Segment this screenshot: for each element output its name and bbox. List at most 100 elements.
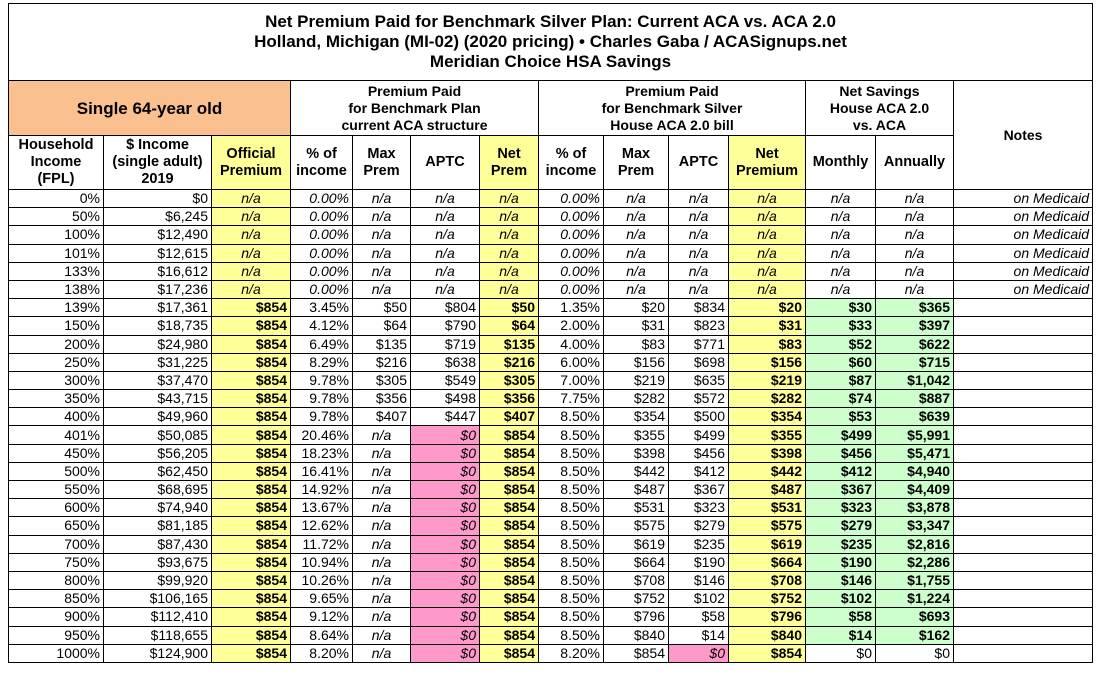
cell: $14 [805, 625, 876, 645]
cell: $854 [728, 643, 806, 663]
cell: 13.67% [290, 498, 353, 518]
cell: n/a [410, 279, 480, 300]
cell: $622 [875, 334, 954, 354]
cell: $0 [103, 188, 212, 209]
cell: $1,755 [875, 570, 954, 591]
cell: 0.00% [538, 207, 604, 227]
cell: n/a [352, 261, 411, 281]
note-cell [952, 389, 1094, 409]
cell: 700% [8, 534, 104, 554]
column-header: Max Prem [603, 135, 669, 190]
cell: n/a [875, 261, 954, 281]
text-line: income [296, 162, 347, 179]
cell: n/a [728, 225, 806, 245]
cell: $17,361 [103, 298, 212, 318]
cell: 750% [8, 552, 104, 572]
cell: n/a [875, 207, 954, 227]
cell: $804 [410, 298, 480, 318]
note-cell [952, 534, 1094, 554]
cell: n/a [875, 279, 954, 300]
cell: $887 [875, 389, 954, 409]
text-line: Annually [883, 154, 946, 170]
column-header: Net Premium [728, 135, 806, 190]
note-cell [952, 552, 1094, 572]
data-row: 150% $18,735 $854 4.12% $64 $790 $64 2.00% $31 $8… [8, 316, 1094, 336]
cell: $639 [875, 407, 954, 427]
cell: n/a [352, 552, 411, 572]
cell: $0 [410, 643, 480, 663]
text-line: Notes [1003, 126, 1043, 143]
cell: $854 [479, 425, 539, 445]
cell: $106,165 [103, 589, 212, 609]
cell: $190 [668, 552, 729, 572]
cell: $499 [805, 425, 876, 445]
cell: $854 [211, 298, 291, 318]
cell: $447 [410, 407, 480, 427]
column-header: APTC [668, 135, 729, 190]
data-row: 400% $49,960 $854 9.78% $407 $447 $407 8.50% $35… [8, 407, 1094, 427]
group-header: Net Savings House ACA 2.0 vs. ACA [805, 80, 954, 136]
cell: 450% [8, 443, 104, 463]
cell: n/a [603, 188, 669, 209]
cell: n/a [479, 225, 539, 245]
cell: $3,878 [875, 498, 954, 518]
cell: $854 [479, 570, 539, 591]
cell: $0 [410, 552, 480, 572]
note-cell: on Medicaid [952, 207, 1094, 227]
cell: n/a [479, 261, 539, 281]
cell: $635 [668, 370, 729, 391]
cell: $118,655 [103, 625, 212, 645]
text-line: 2019 [141, 171, 174, 187]
cell: $50 [352, 298, 411, 318]
cell: $854 [479, 498, 539, 518]
data-row: 900% $112,410 $854 9.12% n/a $0 $854 8.50% $796 $… [8, 607, 1094, 627]
cell: n/a [352, 188, 411, 209]
cell: $487 [728, 479, 806, 500]
text-line: (FPL) [37, 171, 75, 187]
cell: $487 [603, 479, 669, 500]
cell: $12,490 [103, 225, 212, 245]
data-row: 300% $37,470 $854 9.78% $305 $549 $305 7.00% $21… [8, 370, 1094, 391]
cell: 9.78% [290, 389, 353, 409]
text-line: Prem [490, 162, 528, 179]
text-line: Premium Paid [625, 82, 719, 99]
text-line: vs. ACA [852, 116, 907, 133]
cell: $752 [603, 589, 669, 609]
note-cell: on Medicaid [952, 188, 1094, 209]
cell: $323 [805, 498, 876, 518]
cell: $500 [668, 407, 729, 427]
cell: $323 [668, 498, 729, 518]
group-row: Single 64-year old Premium Paid for Benchm… [8, 80, 1094, 190]
cell: n/a [603, 243, 669, 263]
column-header: APTC [410, 135, 480, 190]
cell: $219 [728, 370, 806, 391]
cell: n/a [875, 188, 954, 209]
cell: $854 [211, 316, 291, 336]
cell: $0 [410, 479, 480, 500]
cell: 8.50% [538, 625, 604, 645]
cell: $216 [352, 352, 411, 372]
title: Net Premium Paid for Benchmark Silver Pl… [7, 3, 1094, 81]
note-cell: on Medicaid [952, 261, 1094, 281]
cell: $4,940 [875, 461, 954, 482]
cell: $43,715 [103, 389, 212, 409]
data-row: 133% $16,612 n/a 0.00% n/a n/a n/a 0.00% n/a n/a n… [8, 261, 1094, 281]
cell: n/a [805, 225, 876, 245]
cell: $854 [479, 643, 539, 663]
cell: $498 [410, 389, 480, 409]
data-row: 600% $74,940 $854 13.67% n/a $0 $854 8.50% $531 $… [8, 498, 1094, 518]
cell: n/a [728, 188, 806, 209]
column-header: Net Prem [479, 135, 539, 190]
cell: $407 [479, 407, 539, 427]
text-line: Net [497, 145, 521, 162]
cell: n/a [410, 243, 480, 263]
cell: n/a [479, 207, 539, 227]
cell: $0 [410, 625, 480, 645]
cell: n/a [728, 207, 806, 227]
data-row: 750% $93,675 $854 10.94% n/a $0 $854 8.50% $664 $… [8, 552, 1094, 572]
cell: $398 [728, 443, 806, 463]
cell: 101% [8, 243, 104, 263]
note-cell [952, 589, 1094, 609]
cell: $50,085 [103, 425, 212, 445]
cell: $355 [603, 425, 669, 445]
